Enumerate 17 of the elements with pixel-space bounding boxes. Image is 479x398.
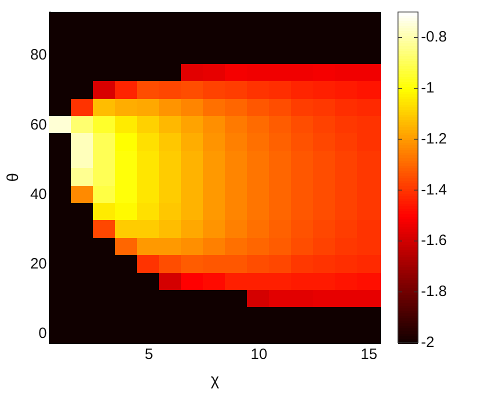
color-bar-label: -1: [421, 79, 434, 96]
x-axis-title: χ: [210, 372, 220, 389]
y-tick-label: 60: [30, 116, 47, 134]
color-bar-label: -1.2: [421, 130, 447, 148]
color-bar-label: -0.8: [421, 28, 447, 46]
color-bar-label: -2: [421, 334, 434, 351]
y-tick-label: 0: [38, 325, 47, 342]
x-tick-label: 10: [250, 346, 268, 363]
color-bar-label: -1.4: [421, 181, 447, 198]
y-axis-title: θ: [5, 172, 22, 182]
y-tick-label: 20: [30, 256, 47, 273]
x-tick-label: 5: [144, 346, 154, 363]
x-tick-label: 15: [360, 346, 378, 363]
color-bar-label: -1.6: [421, 232, 447, 250]
y-tick-label: 40: [30, 186, 47, 203]
y-tick-label: 80: [30, 46, 47, 64]
color-bar-label: -1.8: [421, 283, 447, 300]
